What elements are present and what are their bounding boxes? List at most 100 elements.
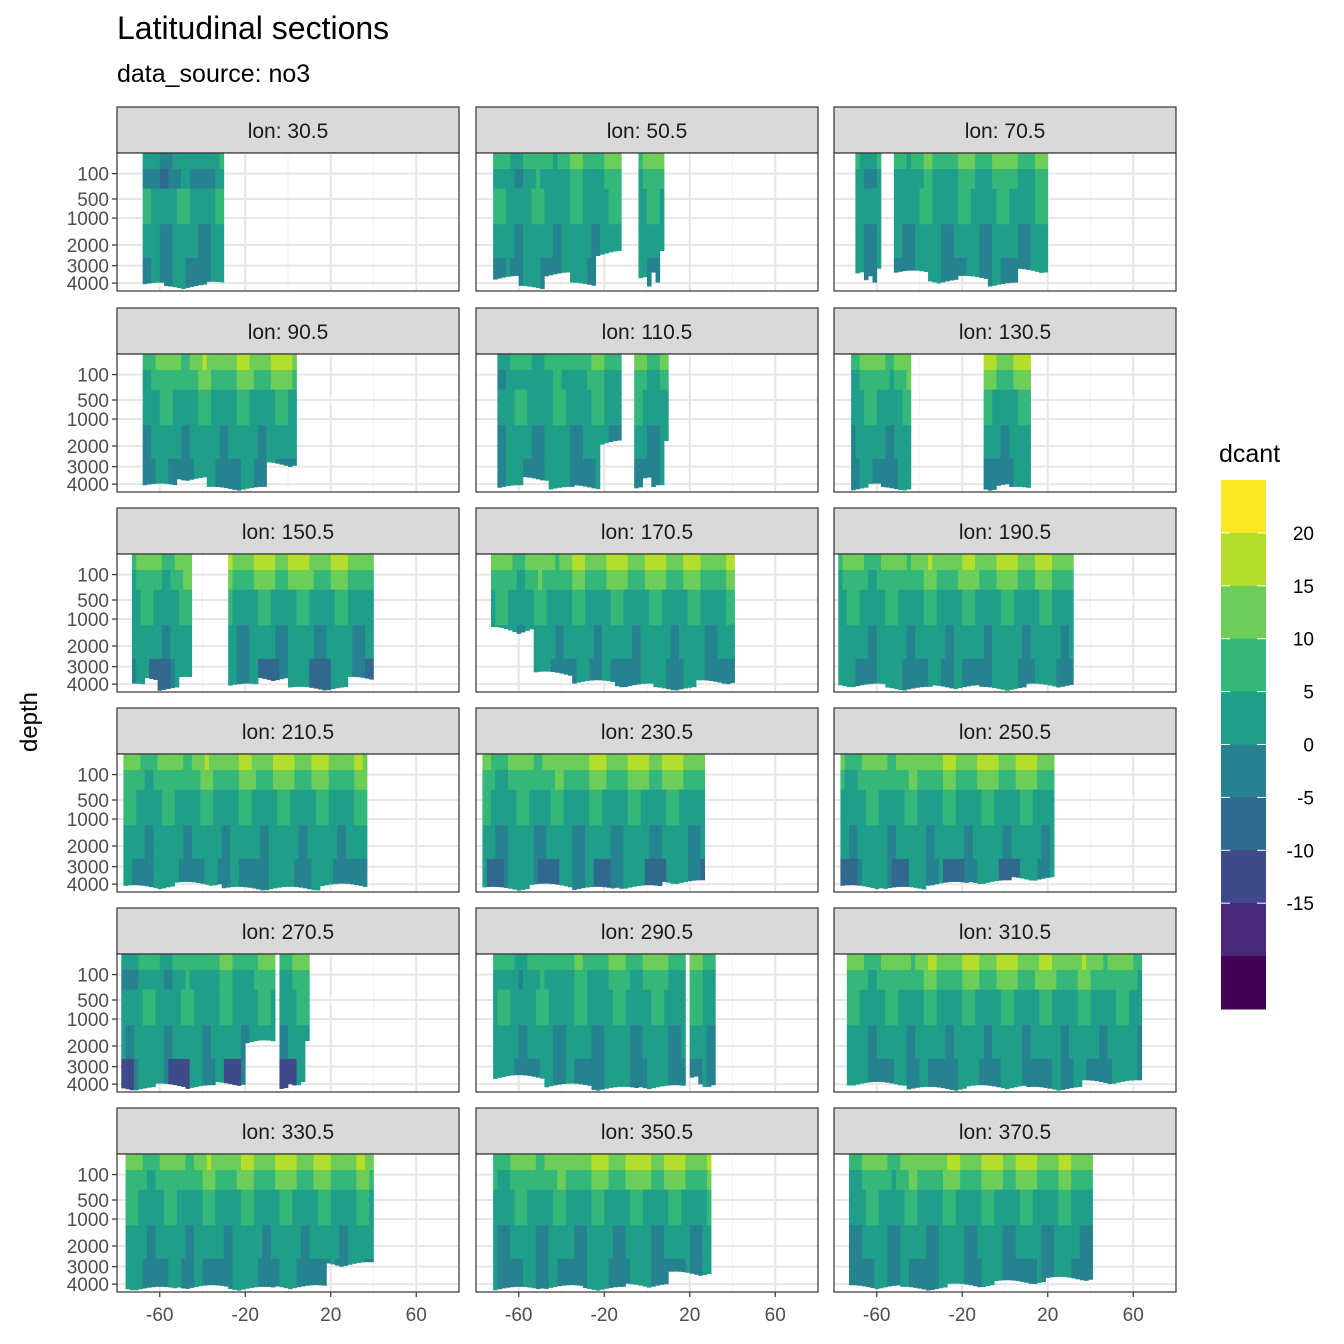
contour-tile	[881, 589, 886, 626]
contour-tile	[533, 589, 539, 626]
contour-tile	[582, 1225, 588, 1260]
contour-tile	[1052, 554, 1057, 571]
contour-tile	[872, 625, 878, 660]
contour-tile	[664, 1169, 669, 1190]
contour-tile	[270, 458, 276, 463]
contour-tile	[245, 625, 250, 660]
contour-tile	[552, 153, 558, 170]
contour-tile	[555, 858, 560, 885]
contour-tile	[1069, 969, 1074, 990]
contour-tile	[125, 1058, 131, 1090]
contour-tile	[240, 569, 246, 590]
contour-tile	[1090, 1025, 1096, 1060]
contour-tile	[535, 1189, 541, 1226]
contour-tile	[726, 625, 731, 660]
contour-tile	[844, 789, 850, 826]
contour-tile	[1022, 224, 1027, 259]
contour-tile	[279, 989, 285, 1026]
contour-tile	[857, 858, 863, 886]
contour-tile	[493, 257, 498, 280]
contour-tile	[234, 769, 240, 790]
contour-tile	[1013, 188, 1019, 225]
contour-tile	[655, 1225, 661, 1260]
contour-tile	[223, 1058, 229, 1084]
contour-tile	[527, 224, 532, 259]
contour-tile	[970, 153, 976, 170]
contour-tile	[936, 989, 942, 1026]
contour-tile	[595, 354, 601, 371]
contour-tile	[292, 989, 297, 1026]
contour-tile	[232, 1025, 237, 1060]
contour-tile	[966, 1058, 972, 1087]
contour-tile	[859, 989, 865, 1026]
contour-tile	[670, 625, 676, 660]
contour-tile	[576, 825, 582, 860]
contour-tile	[270, 1154, 276, 1171]
contour-tile	[236, 625, 242, 660]
facet-strip-label: lon: 50.5	[607, 120, 688, 143]
contour-tile	[987, 1058, 993, 1086]
contour-tile	[245, 1169, 250, 1190]
contour-tile	[855, 658, 860, 687]
contour-tile	[341, 789, 347, 826]
contour-tile	[683, 658, 688, 689]
contour-tile	[127, 789, 133, 826]
contour-tile	[582, 389, 588, 426]
contour-tile	[889, 589, 895, 626]
contour-tile	[574, 1225, 579, 1260]
contour-tile	[923, 589, 929, 626]
contour-tile	[193, 153, 199, 170]
contour-tile	[887, 769, 893, 790]
contour-tile	[977, 789, 982, 826]
contour-tile	[910, 153, 916, 170]
section-tiles	[840, 754, 1055, 890]
contour-tile	[1137, 989, 1143, 1026]
contour-tile	[204, 789, 210, 826]
contour-tile	[689, 969, 695, 990]
contour-tile	[189, 989, 195, 1026]
contour-tile	[1064, 969, 1070, 990]
contour-tile	[898, 954, 903, 971]
contour-tile	[642, 1169, 648, 1190]
contour-tile	[253, 1258, 259, 1288]
facet-strip-label: lon: 170.5	[601, 521, 693, 544]
contour-tile	[696, 858, 701, 881]
contour-tile	[172, 458, 178, 486]
contour-tile	[990, 1154, 995, 1171]
contour-tile	[928, 969, 933, 990]
contour-tile	[604, 1169, 609, 1190]
contour-tile	[1060, 625, 1066, 660]
contour-tile	[642, 989, 648, 1026]
contour-tile	[893, 589, 899, 626]
contour-tile	[238, 789, 244, 826]
contour-tile	[161, 554, 167, 571]
contour-tile	[1030, 554, 1036, 571]
contour-tile	[870, 858, 875, 889]
contour-tile	[889, 369, 895, 390]
contour-tile	[523, 989, 528, 1026]
contour-tile	[283, 1025, 289, 1060]
contour-tile	[578, 224, 584, 259]
contour-tile	[1019, 1189, 1025, 1226]
contour-tile	[595, 168, 601, 189]
y-tick-label: 100	[77, 966, 109, 987]
contour-tile	[685, 1225, 691, 1260]
contour-tile	[356, 1154, 361, 1171]
contour-tile	[283, 989, 289, 1026]
contour-tile	[902, 1025, 907, 1060]
contour-tile	[159, 458, 165, 484]
contour-tile	[326, 1154, 332, 1171]
contour-tile	[503, 769, 509, 790]
contour-tile	[1007, 754, 1012, 771]
contour-tile	[578, 153, 584, 170]
contour-tile	[659, 458, 665, 486]
contour-tile	[893, 658, 899, 690]
contour-tile	[906, 969, 912, 990]
contour-tile	[599, 1189, 605, 1226]
contour-tile	[659, 425, 665, 460]
contour-tile	[249, 425, 255, 460]
contour-tile	[996, 625, 1002, 660]
contour-tile	[889, 569, 895, 590]
contour-tile	[1028, 1154, 1034, 1171]
contour-tile	[661, 825, 667, 860]
